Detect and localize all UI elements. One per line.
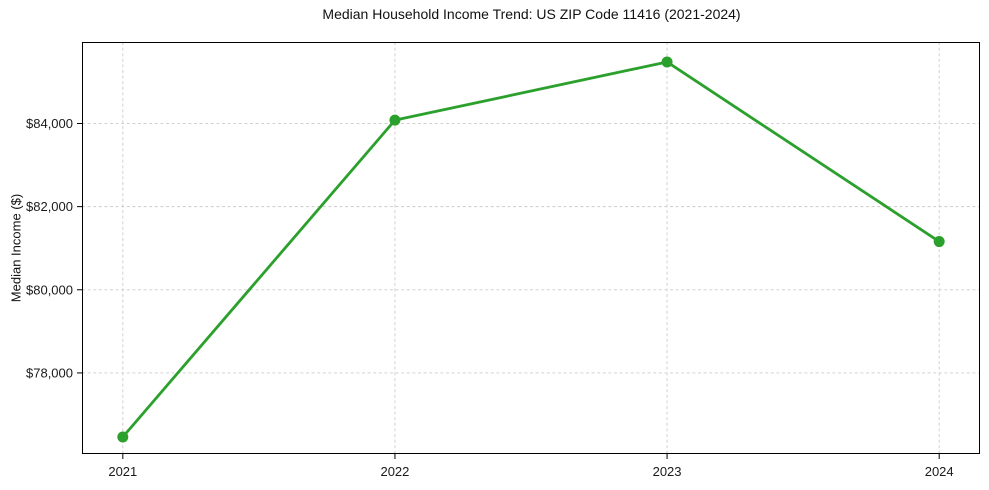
y-tick-label: $80,000: [26, 282, 73, 297]
data-point-2022: [389, 114, 401, 126]
data-point-2024: [933, 236, 945, 248]
x-tick-label: 2022: [380, 464, 409, 479]
x-tick-label: 2024: [925, 464, 954, 479]
x-tick-label: 2023: [653, 464, 682, 479]
x-tick-label: 2021: [108, 464, 137, 479]
y-tick-label: $84,000: [26, 116, 73, 131]
y-tick-label: $78,000: [26, 365, 73, 380]
plot-border: [82, 42, 980, 454]
y-tick-label: $82,000: [26, 199, 73, 214]
income-trend-line: [121, 60, 941, 439]
data-point-2023: [661, 56, 673, 68]
chart-title: Median Household Income Trend: US ZIP Co…: [322, 6, 741, 22]
data-point-2021: [117, 431, 129, 443]
